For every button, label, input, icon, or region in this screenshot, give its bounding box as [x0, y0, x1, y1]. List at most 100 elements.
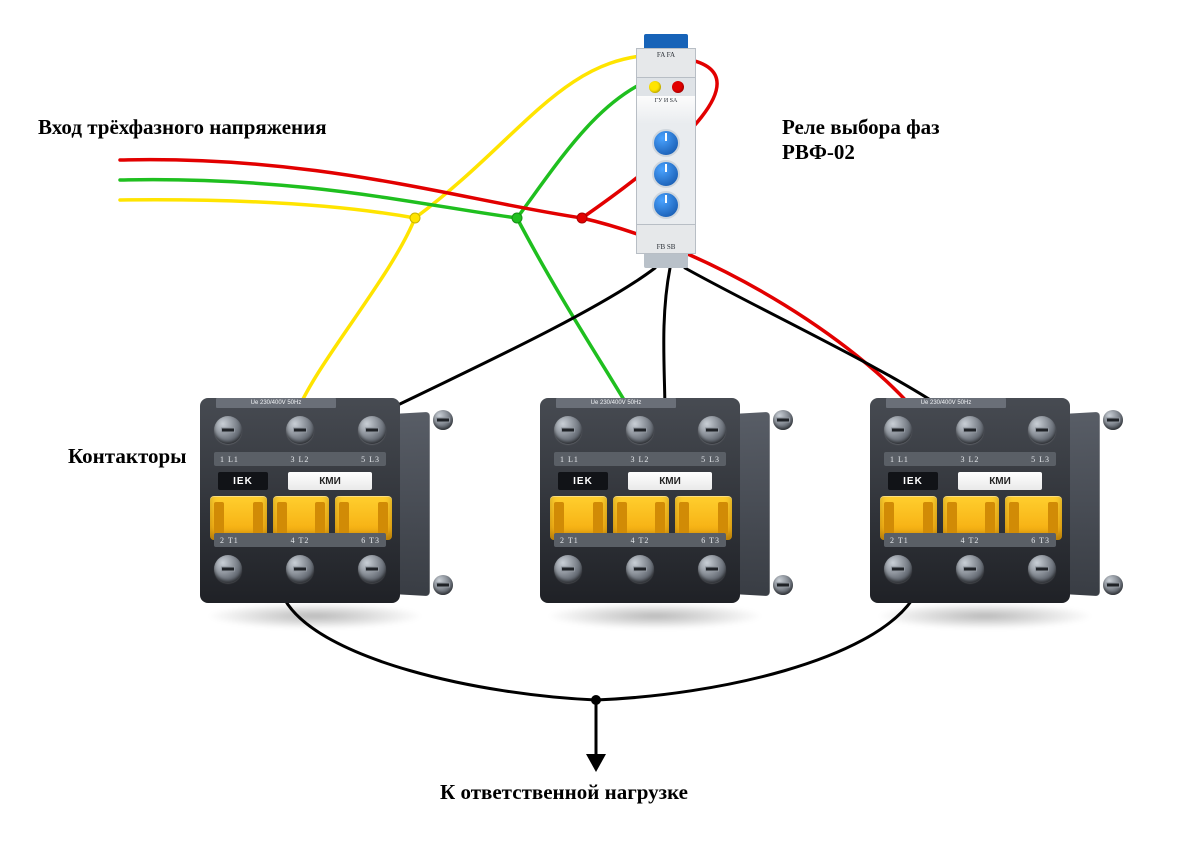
- terminal-icon[interactable]: [1028, 416, 1056, 444]
- led-icon: [649, 81, 661, 93]
- terminal-icon[interactable]: [698, 555, 726, 583]
- led-icon: [672, 81, 684, 93]
- bottom-label-strip: 2 T1 4 T2 6 T3: [554, 533, 726, 547]
- bottom-terminal-row: [214, 551, 386, 587]
- terminal-icon[interactable]: [956, 416, 984, 444]
- node-yellow: [410, 213, 420, 223]
- dial-icon[interactable]: [652, 160, 680, 188]
- terminal-label: 6 T3: [1031, 536, 1050, 545]
- terminal-icon[interactable]: [626, 416, 654, 444]
- terminal-label: 6 T3: [361, 536, 380, 545]
- dial-icon[interactable]: [652, 129, 680, 157]
- terminal-label: 2 T1: [560, 536, 579, 545]
- contactor-body: Ue 230/400V 50Hz 1 L1 3 L2 5 L3 IEK КМИ …: [870, 398, 1070, 603]
- terminal-label: 6 T3: [701, 536, 720, 545]
- relay-top-terminals: FA FA: [636, 48, 696, 78]
- terminal-icon[interactable]: [286, 555, 314, 583]
- wire-red: [120, 58, 924, 422]
- terminal-label: 3 L2: [631, 455, 650, 464]
- label-load: К ответственной нагрузке: [440, 780, 688, 805]
- terminal-icon[interactable]: [1103, 410, 1123, 430]
- label-contactors: Контакторы: [68, 444, 187, 469]
- brand-badge: IEK: [888, 472, 938, 490]
- relay-panel-line: ГУ И SA: [640, 98, 692, 105]
- top-terminal-row: [884, 412, 1056, 448]
- terminal-label: 3 L2: [961, 455, 980, 464]
- node-black: [591, 695, 601, 705]
- model-badge: КМИ: [628, 472, 712, 490]
- bottom-terminal-row: [884, 551, 1056, 587]
- terminal-icon[interactable]: [626, 555, 654, 583]
- relay-top-terminal-labels: FA FA: [637, 51, 695, 59]
- top-terminal-row: [214, 412, 386, 448]
- top-label-strip: 1 L1 3 L2 5 L3: [214, 452, 386, 466]
- dial-icon[interactable]: [652, 191, 680, 219]
- nameplate: Ue 230/400V 50Hz: [556, 398, 676, 408]
- terminal-label: 4 T2: [631, 536, 650, 545]
- relay-bottom-terminal-labels: FB SB: [637, 243, 695, 251]
- model-badge: КМИ: [288, 472, 372, 490]
- contactor: Ue 230/400V 50Hz 1 L1 3 L2 5 L3 IEK КМИ …: [540, 390, 770, 615]
- shadow: [876, 603, 1094, 629]
- terminal-label: 2 T1: [220, 536, 239, 545]
- relay-bottom-terminals: FB SB: [636, 224, 696, 254]
- terminal-label: 4 T2: [961, 536, 980, 545]
- relay-led-row: [636, 78, 696, 96]
- relay-front-panel: ГУ И SA: [636, 96, 696, 124]
- contactor-body: Ue 230/400V 50Hz 1 L1 3 L2 5 L3 IEK КМИ …: [200, 398, 400, 603]
- relay-clip-top: [644, 34, 688, 48]
- terminal-icon[interactable]: [698, 416, 726, 444]
- contactor: Ue 230/400V 50Hz 1 L1 3 L2 5 L3 IEK КМИ …: [870, 390, 1100, 615]
- terminal-icon[interactable]: [1028, 555, 1056, 583]
- terminal-icon[interactable]: [554, 416, 582, 444]
- terminal-label: 3 L2: [291, 455, 310, 464]
- top-label-strip: 1 L1 3 L2 5 L3: [554, 452, 726, 466]
- terminal-icon[interactable]: [1103, 575, 1123, 595]
- bottom-label-strip: 2 T1 4 T2 6 T3: [884, 533, 1056, 547]
- nameplate: Ue 230/400V 50Hz: [886, 398, 1006, 408]
- brand-badge: IEK: [218, 472, 268, 490]
- terminal-label: 5 L3: [361, 455, 380, 464]
- relay-dials: [636, 124, 696, 224]
- terminal-label: 2 T1: [890, 536, 909, 545]
- arrow-down-icon: [586, 754, 606, 772]
- terminal-label: 1 L1: [220, 455, 239, 464]
- wire-yellow: [120, 55, 652, 420]
- aux-terminal-column: [770, 408, 796, 597]
- terminal-icon[interactable]: [433, 575, 453, 595]
- diagram-canvas: Вход трёхфазного напряжения Реле выбора …: [0, 0, 1200, 846]
- terminal-icon[interactable]: [773, 410, 793, 430]
- terminal-icon[interactable]: [358, 555, 386, 583]
- contactor: Ue 230/400V 50Hz 1 L1 3 L2 5 L3 IEK КМИ …: [200, 390, 430, 615]
- terminal-icon[interactable]: [358, 416, 386, 444]
- label-input: Вход трёхфазного напряжения: [38, 115, 327, 140]
- terminal-label: 1 L1: [890, 455, 909, 464]
- node-red: [577, 213, 587, 223]
- nameplate: Ue 230/400V 50Hz: [216, 398, 336, 408]
- terminal-label: 5 L3: [1031, 455, 1050, 464]
- terminal-icon[interactable]: [433, 410, 453, 430]
- terminal-icon[interactable]: [956, 555, 984, 583]
- relay-clip-bottom: [644, 254, 688, 268]
- contactor-body: Ue 230/400V 50Hz 1 L1 3 L2 5 L3 IEK КМИ …: [540, 398, 740, 603]
- brand-badge: IEK: [558, 472, 608, 490]
- aux-terminal-column: [1100, 408, 1126, 597]
- terminal-icon[interactable]: [884, 416, 912, 444]
- terminal-icon[interactable]: [773, 575, 793, 595]
- node-green: [512, 213, 522, 223]
- phase-relay: FA FA ГУ И SA FB SB: [636, 34, 696, 269]
- terminal-label: 1 L1: [560, 455, 579, 464]
- aux-terminal-column: [430, 408, 456, 597]
- terminal-icon[interactable]: [214, 555, 242, 583]
- terminal-label: 4 T2: [291, 536, 310, 545]
- top-terminal-row: [554, 412, 726, 448]
- terminal-label: 5 L3: [701, 455, 720, 464]
- shadow: [206, 603, 424, 629]
- terminal-icon[interactable]: [286, 416, 314, 444]
- model-badge: КМИ: [958, 472, 1042, 490]
- terminal-icon[interactable]: [884, 555, 912, 583]
- terminal-icon[interactable]: [554, 555, 582, 583]
- shadow: [546, 603, 764, 629]
- terminal-icon[interactable]: [214, 416, 242, 444]
- bottom-label-strip: 2 T1 4 T2 6 T3: [214, 533, 386, 547]
